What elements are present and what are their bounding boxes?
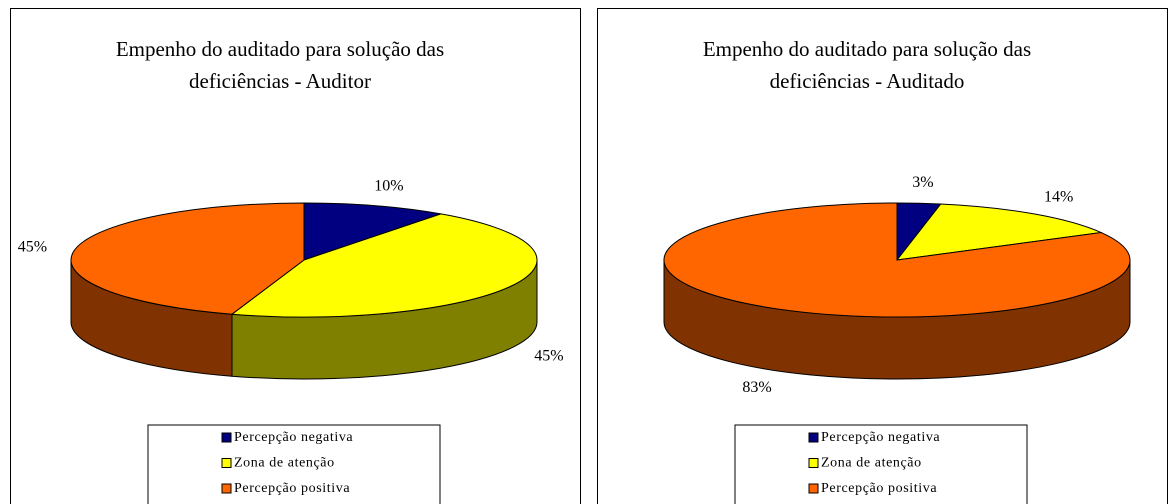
- legend-swatch: [221, 458, 232, 468]
- legend-label: Percepção positiva: [821, 481, 937, 496]
- legend-label: Percepção negativa: [821, 430, 940, 445]
- pie-slice: [663, 202, 1131, 318]
- legend-box: [147, 424, 441, 504]
- data-label: 10%: [374, 177, 403, 194]
- data-label: 45%: [534, 348, 563, 365]
- pie-slice: [303, 202, 442, 261]
- legend-box: [734, 424, 1028, 504]
- legend-swatch: [221, 483, 232, 494]
- data-label: 83%: [742, 379, 771, 396]
- legend-label: Zona de atenção: [234, 456, 335, 471]
- chart-title: deficiências - Auditor: [189, 69, 371, 93]
- chart-title: deficiências - Auditado: [770, 69, 965, 93]
- legend-label: Percepção negativa: [234, 430, 353, 445]
- legend-swatch: [221, 432, 232, 443]
- data-label: 45%: [18, 239, 47, 256]
- legend-swatch: [808, 458, 819, 468]
- legend-swatch: [808, 483, 819, 494]
- pie-slice: [70, 202, 305, 315]
- legend-label: Zona de atenção: [821, 456, 922, 471]
- pie-slice: [895, 203, 1103, 261]
- data-label: 3%: [912, 174, 933, 191]
- legend-swatch: [808, 432, 819, 443]
- chart-title: Empenho do auditado para solução das: [703, 37, 1031, 61]
- pie-slice: [230, 213, 538, 318]
- data-label: 14%: [1044, 188, 1073, 205]
- chart-title: Empenho do auditado para solução das: [116, 37, 444, 61]
- legend-label: Percepção positiva: [234, 481, 350, 496]
